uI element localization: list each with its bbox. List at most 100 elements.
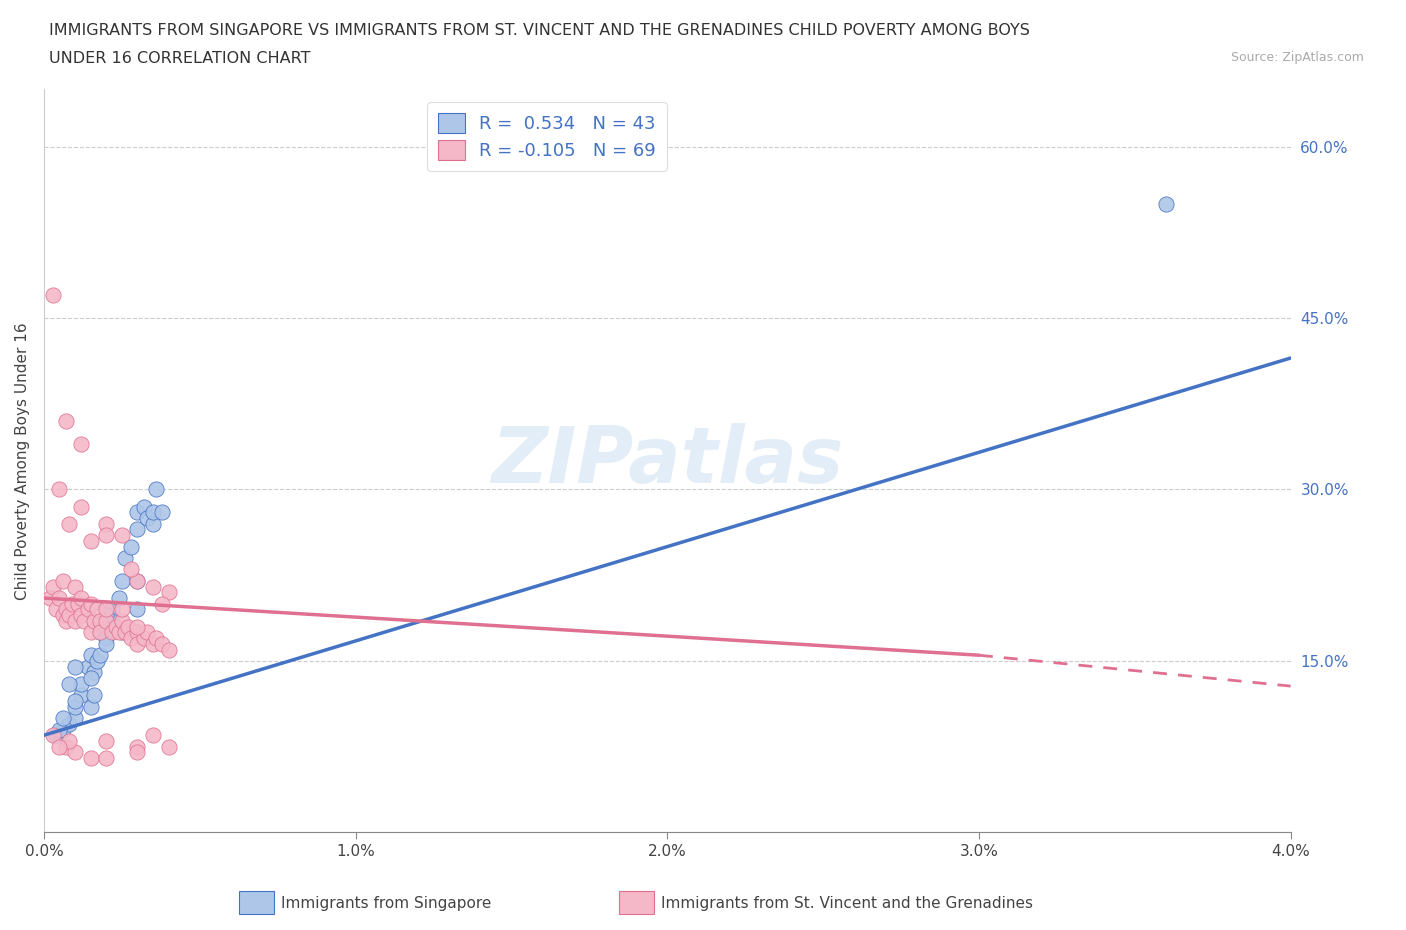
Point (96, 608, 118, 623)
Point (96, 516, 118, 531)
Point (89, 648, 111, 663)
Text: Immigrants from St. Vincent and the Grenadines: Immigrants from St. Vincent and the Gren… (661, 896, 1033, 910)
Point (55, 602, 77, 617)
Point (55, 614, 77, 629)
Point (52, 574, 75, 589)
Point (142, 579, 165, 594)
Point (58, 608, 80, 623)
Point (58, 716, 80, 731)
Point (157, 642, 180, 657)
Point (58, 516, 80, 531)
Point (96, 527, 118, 542)
Point (101, 614, 124, 629)
Point (63, 699, 86, 714)
Point (132, 631, 155, 645)
Point (76, 602, 98, 617)
Point (63, 745, 86, 760)
Point (145, 482, 167, 497)
Point (96, 631, 118, 645)
Point (101, 625, 124, 640)
Point (127, 745, 149, 760)
Point (83, 688, 105, 703)
Point (111, 527, 134, 542)
Point (79, 671, 101, 685)
Point (111, 574, 134, 589)
Point (150, 596, 173, 611)
Point (63, 694, 86, 709)
Point (142, 516, 165, 531)
Point (127, 522, 149, 537)
Point (42, 728, 65, 743)
Point (127, 739, 149, 754)
Point (127, 619, 149, 634)
Point (150, 505, 173, 520)
Point (63, 711, 86, 725)
Text: IMMIGRANTS FROM SINGAPORE VS IMMIGRANTS FROM ST. VINCENT AND THE GRENADINES CHIL: IMMIGRANTS FROM SINGAPORE VS IMMIGRANTS … (49, 23, 1031, 38)
Point (96, 614, 118, 629)
Text: Immigrants from Singapore: Immigrants from Singapore (281, 896, 492, 910)
Point (107, 591, 129, 605)
Point (55, 739, 77, 754)
Point (42, 579, 65, 594)
Point (111, 625, 134, 640)
Point (63, 659, 86, 674)
Point (83, 665, 105, 680)
Point (135, 511, 157, 525)
Point (127, 505, 149, 520)
Point (39, 591, 62, 605)
Point (70, 676, 93, 691)
Point (79, 534, 101, 549)
Point (127, 636, 149, 651)
Point (120, 631, 142, 645)
Point (142, 505, 165, 520)
Point (83, 614, 105, 629)
Point (45, 728, 67, 743)
Point (86, 654, 108, 669)
Point (142, 636, 165, 651)
Point (89, 625, 111, 640)
Point (55, 414, 77, 429)
Point (127, 625, 149, 640)
Point (120, 539, 142, 554)
Point (70, 688, 93, 703)
Point (52, 608, 75, 623)
Point (79, 625, 101, 640)
Point (96, 636, 118, 651)
Point (157, 585, 180, 600)
Point (111, 614, 134, 629)
Point (58, 734, 80, 749)
Point (60, 596, 83, 611)
Point (48, 591, 70, 605)
Point (127, 574, 149, 589)
Point (63, 614, 86, 629)
Point (48, 482, 70, 497)
Point (58, 676, 80, 691)
Point (96, 602, 118, 617)
Point (70, 591, 93, 605)
Point (150, 636, 173, 651)
Point (79, 699, 101, 714)
Point (120, 562, 142, 577)
Point (96, 734, 118, 749)
Point (86, 602, 108, 617)
Point (52, 711, 75, 725)
Point (76, 659, 98, 674)
Point (67, 596, 90, 611)
Point (1154, 196, 1177, 211)
Point (96, 608, 118, 623)
Point (45, 602, 67, 617)
Point (70, 499, 93, 514)
Point (73, 614, 96, 629)
Point (52, 722, 75, 737)
Point (111, 602, 134, 617)
Point (42, 287, 65, 302)
Point (89, 625, 111, 640)
Point (89, 614, 111, 629)
Point (79, 751, 101, 765)
Point (117, 619, 139, 634)
Legend: R =  0.534   N = 43, R = -0.105   N = 69: R = 0.534 N = 43, R = -0.105 N = 69 (427, 102, 666, 171)
Point (107, 625, 129, 640)
Point (142, 728, 165, 743)
Point (101, 602, 124, 617)
Text: ZIPatlas: ZIPatlas (491, 423, 844, 498)
